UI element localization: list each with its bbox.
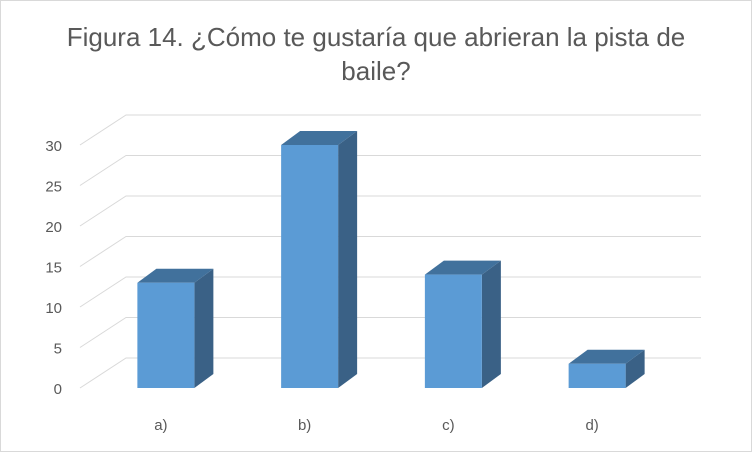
bar [137, 268, 214, 388]
y-tick-label: 5 [54, 341, 62, 358]
bar-top [424, 260, 501, 275]
x-tick-label: c) [442, 417, 455, 434]
bar-top [137, 268, 214, 283]
gridlines [79, 114, 701, 389]
gridline [79, 114, 701, 146]
x-axis-ticks: a) b) c) d) [154, 417, 599, 434]
gridline [79, 195, 701, 227]
gridline [79, 155, 701, 186]
y-tick-label: 30 [45, 138, 62, 155]
bar [568, 349, 645, 388]
gridline [79, 276, 701, 308]
y-tick-label: 10 [45, 300, 62, 317]
bar [424, 260, 501, 388]
chart-title: Figura 14. ¿Cómo te gustaría que abriera… [66, 22, 686, 86]
bar-top [281, 131, 358, 145]
x-tick-label: d) [585, 417, 598, 434]
y-tick-label: 25 [45, 179, 62, 196]
bar-front [281, 145, 339, 388]
bar-side [481, 260, 501, 388]
bar-front [424, 274, 482, 388]
y-axis-ticks: 0 5 10 15 20 25 30 [45, 138, 62, 398]
y-tick-label: 0 [54, 381, 62, 398]
gridline [79, 317, 701, 348]
y-tick-label: 20 [45, 219, 62, 236]
y-tick-label: 15 [45, 260, 62, 277]
bars [137, 131, 645, 388]
gridline [79, 236, 701, 267]
x-tick-label: a) [154, 417, 167, 434]
bar-side [194, 268, 214, 388]
x-tick-label: b) [298, 417, 311, 434]
bar-top [568, 349, 645, 364]
bar-side [338, 131, 358, 388]
bar-front [137, 282, 195, 388]
bar-side [625, 349, 645, 388]
bar-front [568, 363, 626, 388]
gridline [79, 357, 701, 389]
bar [281, 131, 358, 388]
